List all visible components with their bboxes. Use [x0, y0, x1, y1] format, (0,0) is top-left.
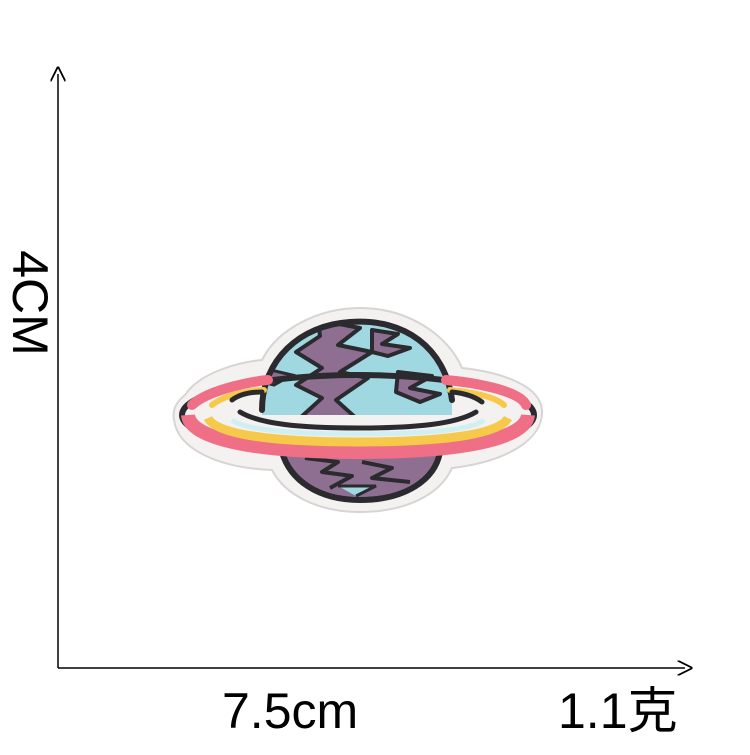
weight-label: 1.1克 — [558, 683, 678, 739]
height-dimension-label: 4CM — [2, 250, 58, 356]
width-dimension-label: 7.5cm — [222, 683, 359, 739]
planet-embroidered-patch-icon — [172, 306, 544, 514]
